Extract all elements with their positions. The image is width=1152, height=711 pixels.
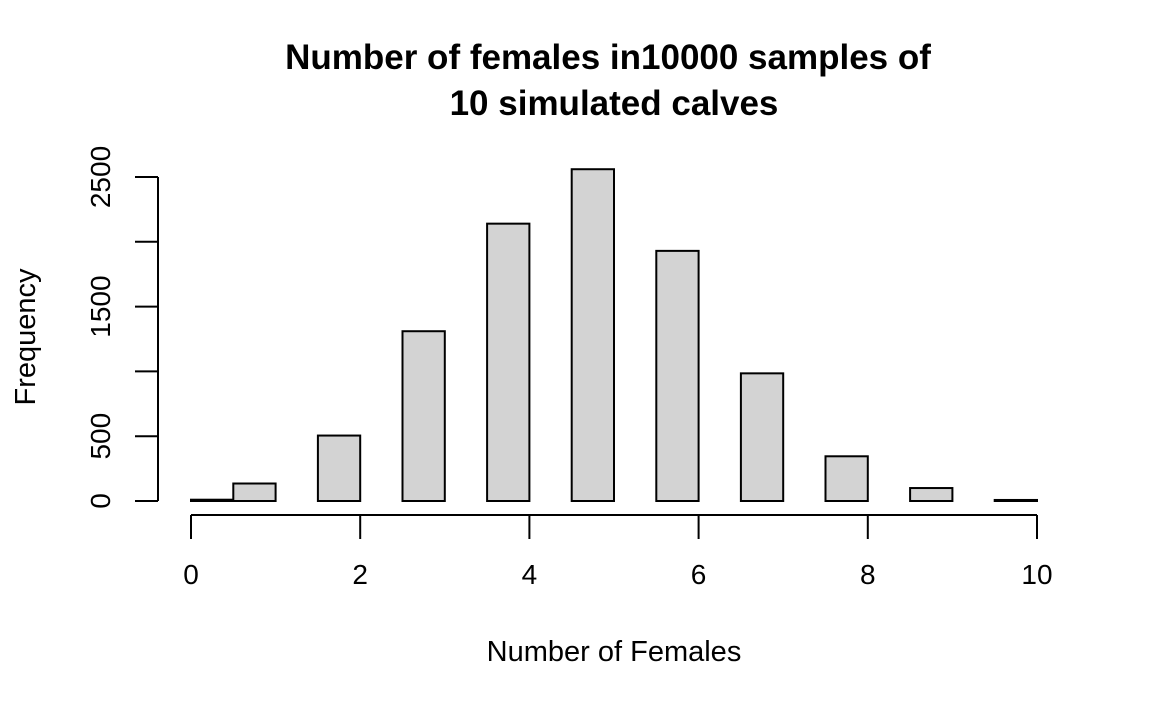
bar-bin-5: [570, 168, 616, 502]
x-tick-label: 0: [183, 559, 199, 590]
bar-bin-1: [232, 482, 277, 502]
bars-group: [190, 168, 1039, 503]
bar-bin-3: [401, 330, 446, 502]
bar-bin-6: [655, 249, 700, 502]
chart-title-line1: Number of females in10000 samples of: [285, 38, 931, 77]
bar-bin-0: [190, 498, 235, 503]
bar-bin-4: [486, 222, 531, 502]
x-tick-label: 6: [691, 559, 707, 590]
bar-bin-9: [909, 487, 954, 503]
y-tick-label: 2500: [85, 146, 116, 208]
y-axis-label: Frequency: [10, 268, 42, 406]
y-axis: 0 500 1500 2500: [85, 146, 159, 509]
bar-bin-7: [739, 372, 785, 502]
bar-bin-8: [824, 455, 869, 502]
y-tick-label: 1500: [85, 275, 116, 337]
y-tick-label: 0: [85, 493, 116, 509]
x-tick-label: 10: [1021, 559, 1052, 590]
bar-bin-10: [993, 498, 1039, 502]
x-tick-label: 2: [352, 559, 368, 590]
x-tick-label: 4: [522, 559, 538, 590]
y-tick-label: 500: [85, 413, 116, 460]
x-tick-label: 8: [860, 559, 876, 590]
x-axis-label: Number of Females: [487, 636, 742, 668]
x-axis: 0 2 4 6 8 10: [183, 514, 1053, 590]
bar-bin-2: [316, 434, 362, 502]
chart-title-line2: 10 simulated calves: [450, 84, 779, 123]
